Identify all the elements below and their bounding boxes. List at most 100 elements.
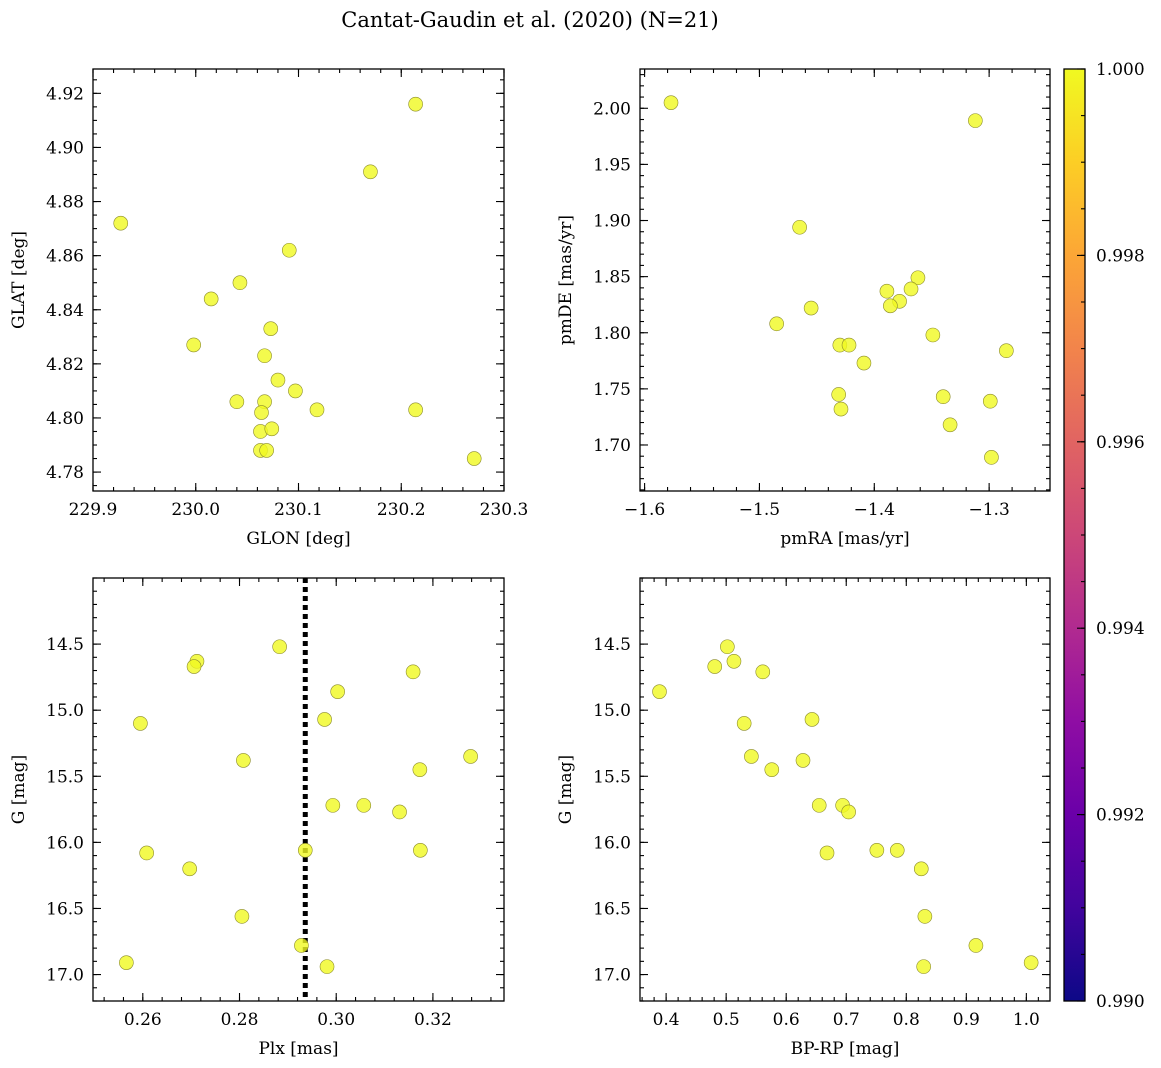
y-tick-label: 15.0 [593,701,631,721]
scatter-point [819,845,835,861]
scatter-point [133,716,148,731]
y-tick-label: 15.5 [46,767,84,787]
scatter-point [917,909,933,924]
scatter-point [652,684,667,699]
x-tick-label: 0.8 [893,1010,920,1030]
scatter-point [330,684,345,699]
scatter-point [744,749,759,764]
scatter-point [982,393,998,409]
scatter-point [916,959,931,974]
y-axis-label: G [mag] [9,755,29,824]
colorbar-tick-label: 0.998 [1096,246,1145,266]
y-tick-label: 2.00 [593,99,631,119]
scatter-point [413,843,428,858]
scatter-point [186,337,201,353]
scatter-point [942,417,958,433]
scatter-point [294,938,309,953]
scatter-point [841,804,856,820]
y-tick-label: 16.5 [593,899,631,919]
scatter-point [913,861,929,877]
panel-plx-g: 0.26 0.28 0.30 0.32 14.5 15.0 15.5 16.0 16.5 17.0… [9,577,505,1059]
scatter-point [272,639,287,655]
x-tick-label: −1.5 [739,500,780,520]
scatter-point [856,355,872,371]
scatter-point [831,387,846,402]
scatter-point [119,955,134,970]
scatter-point [883,298,898,314]
scatter-point [463,749,478,764]
scatter-point [319,959,335,974]
scatter-point [984,450,999,465]
scatter-point [903,281,919,297]
scatter-point [792,219,807,235]
y-tick-label: 4.92 [46,84,84,104]
scatter-point [254,405,269,420]
scatter-point [1023,955,1039,970]
x-tick-label: 1.0 [1013,1010,1040,1030]
scatter-point [234,909,250,924]
scatter-point [288,383,303,399]
x-axis-label: GLON [deg] [246,529,350,549]
y-tick-label: 4.78 [46,463,84,483]
x-tick-label: 0.4 [653,1010,680,1030]
y-tick-label: 4.84 [46,301,84,321]
scatter-point [356,798,372,813]
scatter-point [968,938,984,953]
y-axis-label: GLAT [deg] [9,231,29,329]
figure-title: Cantat-Gaudin et al. (2020) (N=21) [341,8,719,32]
y-tick-label: 16.5 [46,899,84,919]
scatter-point [392,804,407,820]
y-tick-label: 1.80 [593,324,631,344]
scatter-point [297,843,313,858]
scatter-point [968,113,983,128]
y-tick-label: 16.0 [46,833,84,853]
scatter-point [263,321,279,336]
scatter-point [833,401,849,417]
y-tick-label: 14.5 [593,635,631,655]
x-axis-label: BP-RP [mag] [791,1039,900,1059]
y-tick-label: 1.70 [593,436,631,456]
scatter-point [879,283,895,299]
x-tick-label: 230.2 [377,500,426,520]
x-tick-label: 0.30 [317,1010,355,1030]
panel-glon-glat: 229.9 230.0 230.1 230.2 230.3 4.78 4.80 4.82 4.8… [9,68,529,549]
scatter-point [755,664,771,680]
scatter-point [663,95,679,110]
scatter-point [281,242,297,258]
scatter-point [999,343,1014,359]
y-tick-label: 15.0 [46,701,84,721]
x-tick-label: 230.1 [274,500,323,520]
scatter-point [764,762,780,777]
y-tick-label: 17.0 [46,966,84,986]
x-tick-label: −1.3 [968,500,1009,520]
scatter-point [889,843,905,858]
scatter-point [139,845,154,861]
y-tick-label: 4.90 [46,138,84,158]
y-tick-label: 14.5 [46,635,84,655]
y-tick-label: 4.80 [46,409,84,429]
x-tick-label: 0.32 [414,1010,452,1030]
scatter-point [408,402,423,418]
y-tick-label: 1.95 [593,155,631,175]
y-tick-label: 4.82 [46,355,84,375]
x-tick-label: −1.6 [624,500,665,520]
y-tick-label: 15.5 [593,767,631,787]
x-tick-label: 230.0 [171,500,220,520]
x-axis-label: pmRA [mas/yr] [780,529,909,549]
axes-frame-plx-g [92,577,505,1002]
scatter-point [405,664,421,680]
scatter-point [769,316,784,332]
y-tick-label: 16.0 [593,833,631,853]
y-tick-label: 1.85 [593,268,631,288]
scatter-point [232,275,248,291]
y-tick-label: 1.75 [593,380,631,400]
scatter-point [707,659,723,674]
x-tick-label: 230.3 [480,500,529,520]
colorbar-tick-label: 0.994 [1096,619,1145,639]
axes-frame-pmra-pmde [639,68,1051,492]
scatter-point [720,639,735,655]
x-axis-label: Plx [mas] [258,1039,338,1059]
scatter-point [113,215,129,231]
scatter-point [841,337,857,353]
panel-bprp-g: 0.4 0.5 0.6 0.7 0.8 0.9 1.0 14.5 15.0 15.5 16.0 16.… [556,577,1051,1059]
